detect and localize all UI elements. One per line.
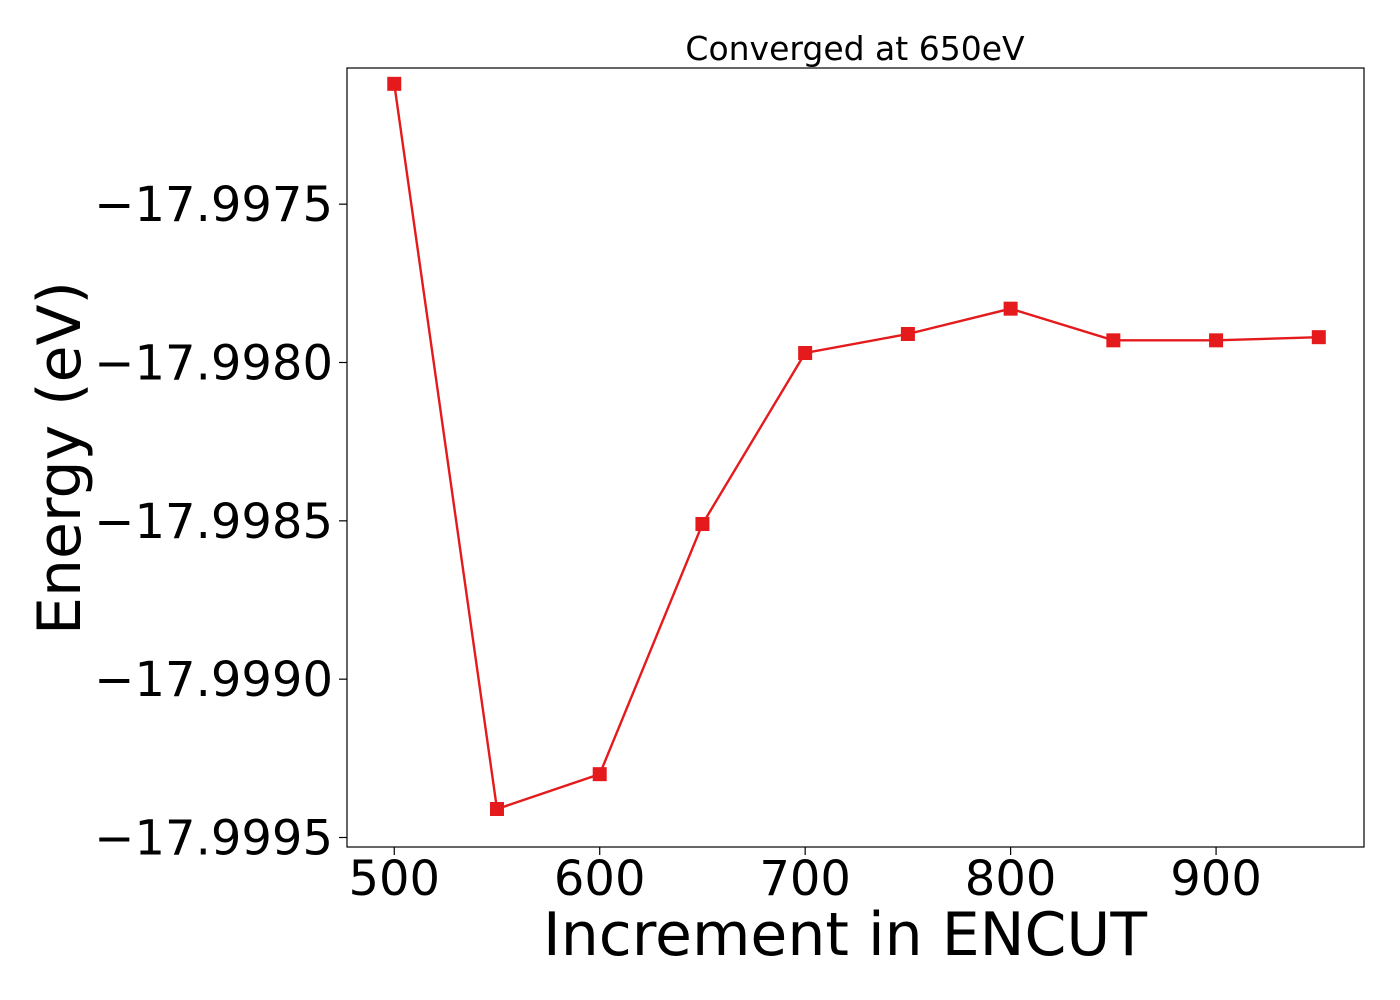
x-axis: 500 600 700 800 900 [348,847,1262,907]
data-point [489,802,504,816]
y-tick-label: −17.9985 [94,494,333,550]
y-axis-label: Energy (eV) [25,281,95,635]
y-axis: −17.9975 −17.9980 −17.9985 −17.9990 −17.9995 [94,177,347,867]
data-point [1209,333,1224,348]
data-point [592,767,607,782]
y-tick-label: −17.9975 [94,177,333,233]
y-tick-label: −17.9990 [94,652,333,708]
y-tick-label: −17.9995 [94,811,333,867]
data-point [798,346,813,360]
chart-title: Converged at 650eV [685,29,1025,68]
x-tick-label: 700 [759,851,851,907]
y-tick-label: −17.9980 [94,336,333,392]
series-layer [387,76,1326,816]
data-point [1106,333,1121,348]
data-point [1003,301,1018,316]
data-point [1311,330,1326,345]
x-tick-label: 600 [554,851,646,907]
x-tick-label: 900 [1170,851,1262,907]
data-point [695,517,710,531]
x-axis-label: Increment in ENCUT [543,900,1147,970]
series-line-0 [393,83,1319,811]
data-point [387,76,402,91]
x-tick-label: 800 [965,851,1057,907]
x-tick-label: 500 [348,851,440,907]
data-point [900,327,915,341]
plot-area [346,67,1365,848]
